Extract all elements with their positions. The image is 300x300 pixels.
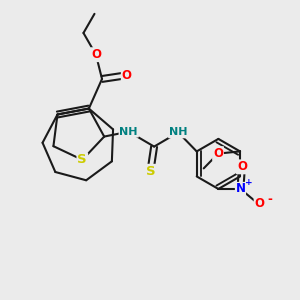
Text: O: O xyxy=(91,48,101,61)
Text: S: S xyxy=(77,153,87,166)
Text: O: O xyxy=(255,197,265,210)
Text: S: S xyxy=(146,165,155,178)
Text: -: - xyxy=(267,193,272,206)
Text: O: O xyxy=(237,160,247,173)
Text: +: + xyxy=(245,178,253,187)
Text: O: O xyxy=(213,147,223,160)
Text: NH: NH xyxy=(119,127,138,137)
Text: N: N xyxy=(236,182,245,196)
Text: NH: NH xyxy=(169,128,188,137)
Text: O: O xyxy=(122,69,132,82)
